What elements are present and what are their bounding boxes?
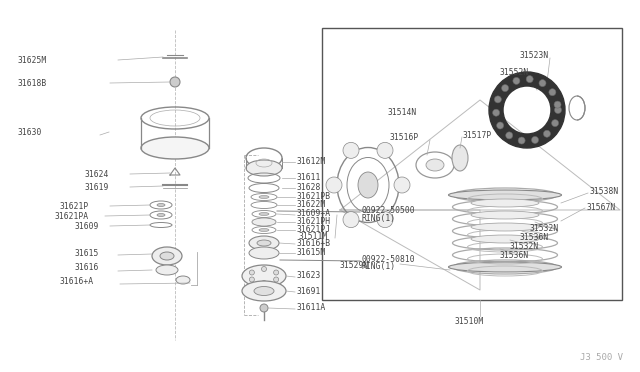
Text: J3 500 V: J3 500 V — [580, 353, 623, 362]
Circle shape — [274, 270, 278, 275]
Circle shape — [493, 109, 500, 116]
Text: 31621PB: 31621PB — [297, 192, 331, 201]
Text: 31516P: 31516P — [390, 132, 419, 141]
Circle shape — [250, 270, 254, 275]
Text: 31514N: 31514N — [388, 108, 417, 116]
Text: 31618B: 31618B — [18, 78, 47, 87]
Ellipse shape — [257, 240, 271, 246]
Text: 31529N: 31529N — [340, 260, 369, 269]
Circle shape — [394, 177, 410, 193]
Ellipse shape — [449, 262, 561, 272]
Text: RING(1): RING(1) — [362, 263, 396, 272]
Text: 31517P: 31517P — [463, 131, 492, 140]
Circle shape — [343, 142, 359, 158]
Text: 31616+B: 31616+B — [297, 238, 331, 247]
Text: 31536N: 31536N — [520, 232, 549, 241]
Ellipse shape — [246, 160, 282, 176]
Circle shape — [506, 132, 513, 139]
Ellipse shape — [358, 172, 378, 198]
Ellipse shape — [141, 137, 209, 159]
Circle shape — [262, 280, 266, 285]
Circle shape — [260, 304, 268, 312]
Circle shape — [377, 212, 393, 228]
Text: 31532N: 31532N — [530, 224, 559, 232]
Text: 31616+A: 31616+A — [60, 278, 94, 286]
Text: 31552N: 31552N — [500, 67, 529, 77]
Text: 31615: 31615 — [75, 248, 99, 257]
Text: 31630: 31630 — [18, 128, 42, 137]
Circle shape — [170, 77, 180, 87]
Text: 31623: 31623 — [297, 272, 321, 280]
Text: 31628: 31628 — [297, 183, 321, 192]
Text: 31611: 31611 — [297, 173, 321, 182]
Circle shape — [274, 277, 278, 282]
Circle shape — [554, 101, 561, 108]
Text: 31609+A: 31609+A — [297, 208, 331, 218]
Circle shape — [377, 142, 393, 158]
Ellipse shape — [176, 276, 190, 284]
Text: 31538N: 31538N — [590, 186, 620, 196]
Circle shape — [549, 89, 556, 96]
Text: 31611A: 31611A — [297, 304, 326, 312]
Ellipse shape — [157, 203, 165, 206]
Text: 31621PJ: 31621PJ — [297, 224, 331, 234]
Text: 31625M: 31625M — [18, 55, 47, 64]
Circle shape — [543, 130, 550, 137]
Ellipse shape — [249, 247, 279, 259]
Text: 31621P: 31621P — [60, 202, 89, 211]
Ellipse shape — [254, 286, 274, 295]
Circle shape — [343, 212, 359, 228]
Text: 31622M: 31622M — [297, 199, 326, 208]
Text: 00922-50810: 00922-50810 — [362, 254, 415, 263]
Text: 00922-50500: 00922-50500 — [362, 205, 415, 215]
Circle shape — [326, 177, 342, 193]
Ellipse shape — [242, 265, 286, 287]
Circle shape — [513, 77, 520, 84]
Text: 31621PH: 31621PH — [297, 217, 331, 225]
Text: 31609: 31609 — [75, 221, 99, 231]
Circle shape — [262, 266, 266, 272]
Circle shape — [532, 137, 538, 144]
Circle shape — [554, 106, 561, 113]
Ellipse shape — [156, 265, 178, 275]
Text: RING(1): RING(1) — [362, 214, 396, 222]
Ellipse shape — [259, 228, 269, 231]
Ellipse shape — [471, 235, 539, 243]
Ellipse shape — [471, 211, 539, 219]
Text: 31532N: 31532N — [510, 241, 540, 250]
Circle shape — [526, 76, 533, 83]
Ellipse shape — [249, 236, 279, 250]
Ellipse shape — [426, 159, 444, 171]
Ellipse shape — [259, 212, 269, 215]
Text: 31616: 31616 — [75, 263, 99, 273]
Ellipse shape — [452, 145, 468, 171]
Text: 31612M: 31612M — [297, 157, 326, 166]
Text: 31536N: 31536N — [500, 250, 529, 260]
Circle shape — [539, 80, 546, 87]
Ellipse shape — [160, 252, 174, 260]
Text: 31511M: 31511M — [299, 231, 328, 241]
Ellipse shape — [449, 190, 561, 200]
Circle shape — [518, 137, 525, 144]
Ellipse shape — [242, 281, 286, 301]
Ellipse shape — [259, 196, 269, 199]
Text: 31691: 31691 — [297, 286, 321, 295]
Circle shape — [494, 96, 501, 103]
Ellipse shape — [152, 247, 182, 265]
Text: 31523N: 31523N — [520, 51, 549, 60]
Circle shape — [497, 122, 504, 129]
Ellipse shape — [471, 223, 539, 231]
Text: 31619: 31619 — [85, 183, 109, 192]
Text: 31615M: 31615M — [297, 247, 326, 257]
Text: 31624: 31624 — [85, 170, 109, 179]
Text: 31621PA: 31621PA — [55, 212, 89, 221]
Circle shape — [250, 277, 254, 282]
Ellipse shape — [157, 214, 165, 217]
Ellipse shape — [471, 199, 539, 207]
Circle shape — [502, 84, 509, 92]
Text: 31567N: 31567N — [587, 202, 616, 212]
Text: 31510M: 31510M — [455, 317, 484, 327]
Circle shape — [552, 120, 559, 126]
